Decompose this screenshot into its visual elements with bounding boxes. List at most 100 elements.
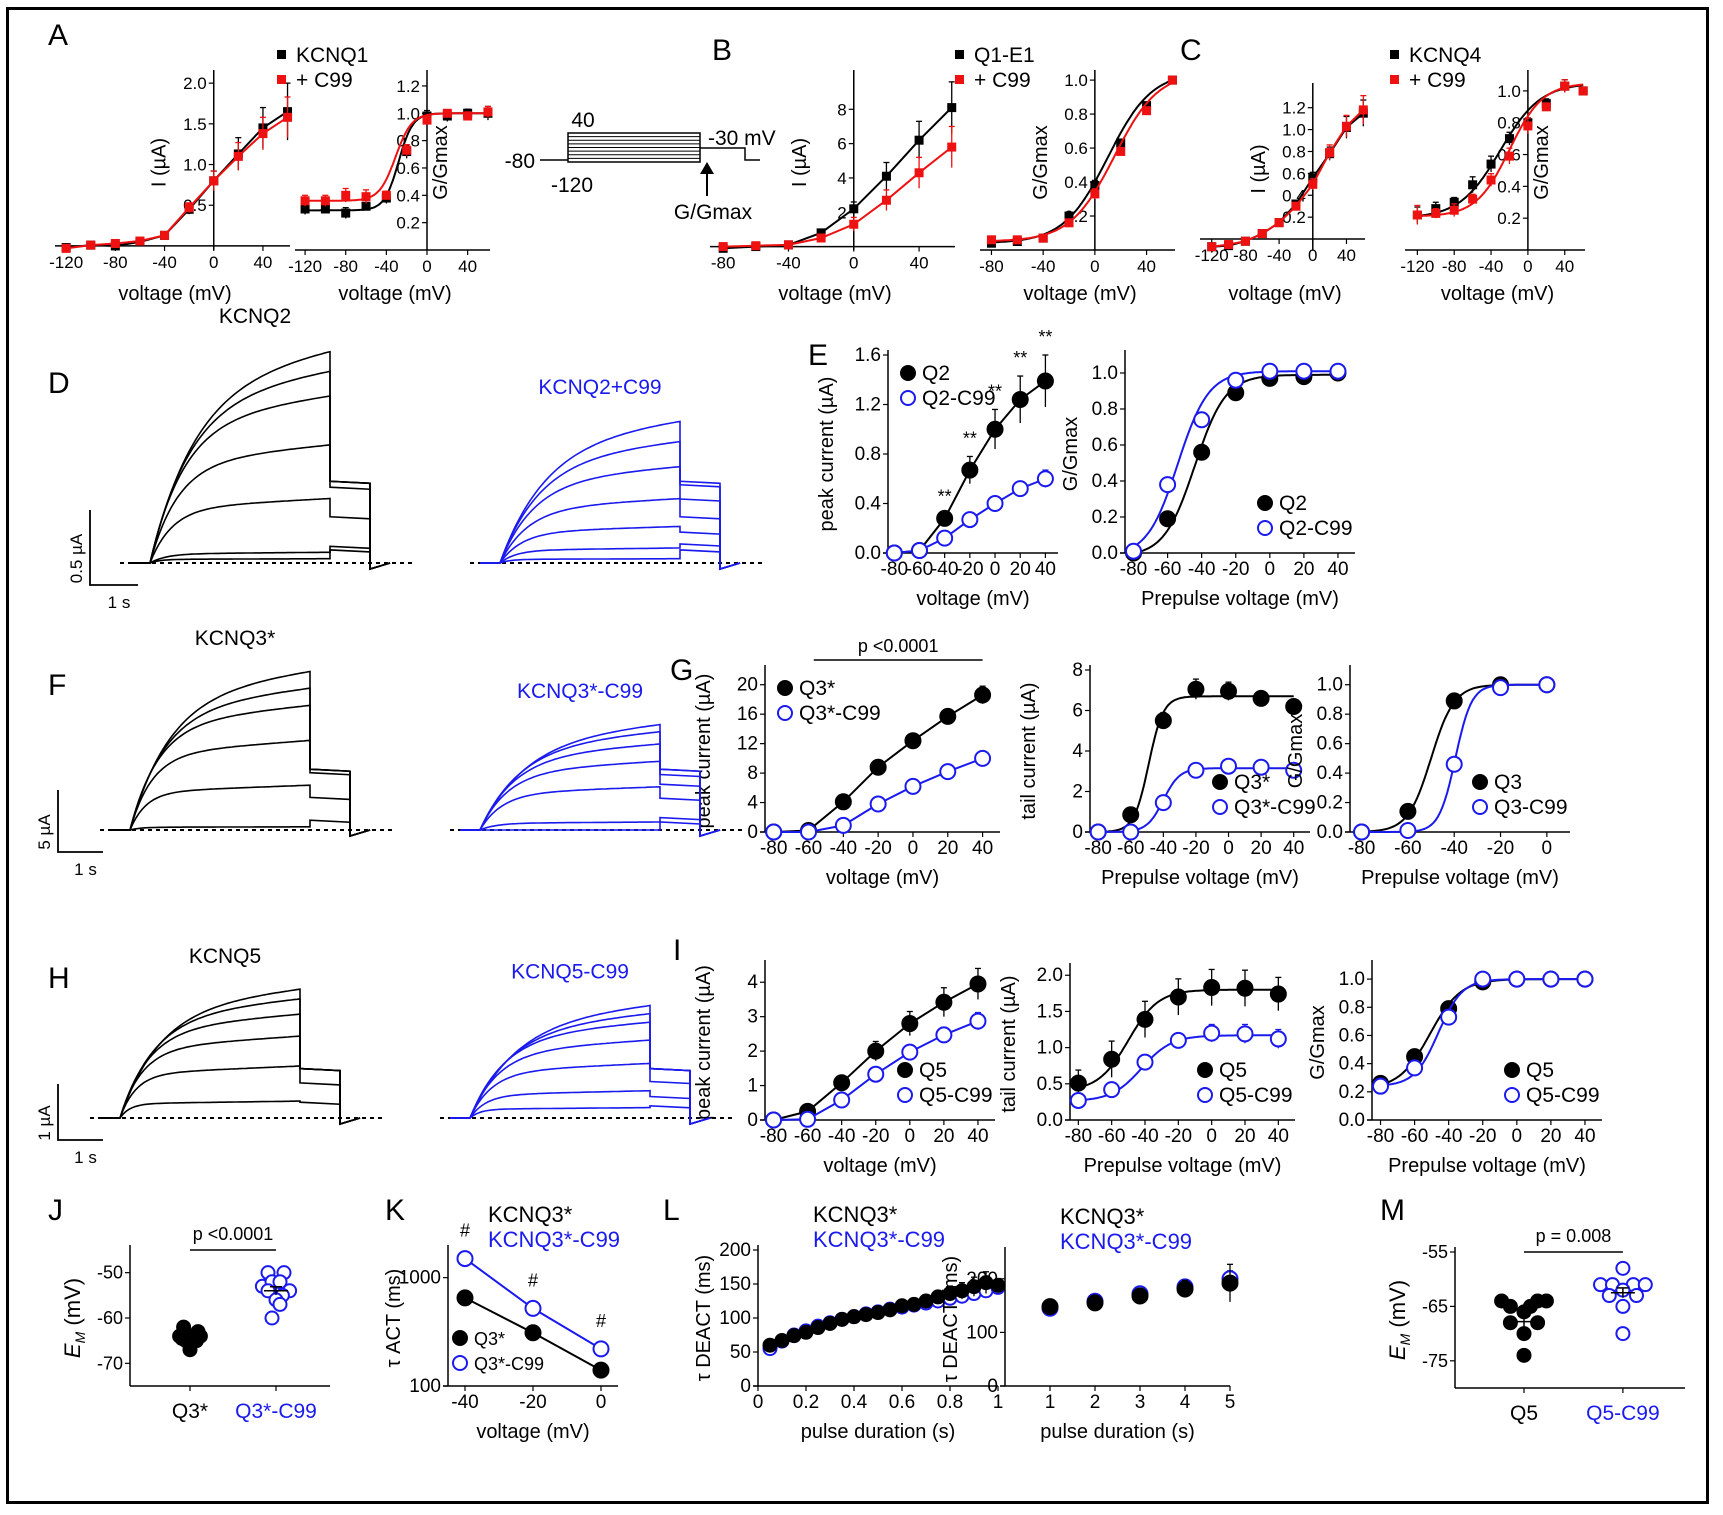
panel-label: C [1180,34,1202,67]
y-tick-label: 0.0 [855,543,881,564]
y-tick-label: 2.0 [183,74,207,93]
current-trace [130,444,391,571]
y-axis-label: peak current (µA) [693,674,715,829]
data-point [135,236,145,246]
data-point [846,1309,862,1325]
significance-mark: ** [963,428,977,448]
x-tick-label: 0 [905,1126,916,1147]
x-axis-label: Prepulse voltage (mV) [1141,588,1339,610]
data-point [1142,101,1152,111]
x-tick-label: -80 [760,1126,787,1147]
data-point [1154,712,1172,730]
x-tick-label: 20 [933,1126,954,1147]
data-point [1601,1288,1617,1304]
y-tick-label: 0.6 [1282,164,1306,183]
x-tick-label: -120 [1400,257,1434,276]
y-tick-label: 1.2 [396,77,420,96]
y-tick-label: 0.4 [855,494,882,515]
x-tick-label: -40 [374,257,399,276]
y-tick-label: 4 [1072,741,1083,762]
x-tick-label: -20 [519,1392,546,1413]
x-tick-label: -60 [1394,838,1421,859]
y-tick-label: 1.2 [855,395,881,416]
data-point [1399,802,1417,820]
chart-g3: -80 -60 -40 -20 0 0.0 0.2 0.4 0.6 0.8 1.0 Prepulse … [1285,665,1570,889]
x-tick-label: 0.8 [937,1392,963,1413]
series--c99 [61,96,293,253]
y-tick-label: 4 [747,972,758,993]
data-point [1516,1347,1532,1363]
legend-label: + C99 [296,69,353,92]
x-tick-label: 1 [993,1392,1004,1413]
y-tick-label: 8 [747,763,758,784]
x-axis-label: Prepulse voltage (mV) [1388,1155,1586,1177]
x-tick-label: 0 [1206,1126,1217,1147]
data-point [381,190,391,200]
x-tick-label: 40 [1268,1126,1289,1147]
data-point [1159,476,1177,494]
data-point [174,1330,190,1346]
data-point [910,542,928,560]
y-tick-label: 0.2 [1497,209,1521,228]
data-point [86,240,96,250]
data-point [1221,1274,1239,1292]
x-tick-label: -80 [1442,257,1467,276]
current-trace [480,497,741,571]
trace-label: KCNQ5-C99 [511,961,629,984]
series--c99 [1207,95,1368,252]
y-tick-label: 0.2 [1339,1082,1365,1103]
current-trace [110,670,371,838]
significance-mark: ** [1038,327,1052,347]
x-tick-label: -120 [288,257,322,276]
data-point [1012,235,1022,245]
legend: Q3*Q3*-C99 [777,677,881,725]
data-point [1341,121,1351,131]
data-point [1291,201,1301,211]
y-tick-label: 1.0 [1282,121,1306,140]
y-tick-label: 1 [747,1076,758,1097]
data-point [110,238,120,248]
data-point [1538,1293,1554,1309]
y-tick-label: -75 [1422,1351,1448,1371]
data-point [300,204,310,214]
data-point [361,192,371,202]
legend: Q3*Q3*-C99 [452,1329,544,1374]
group-q3-c99 [254,1265,298,1326]
panel-label: L [663,1194,680,1227]
current-trace [100,1065,361,1126]
series--c99 [300,105,493,207]
x-tick-label: -60 [1098,1126,1125,1147]
data-point [786,1328,802,1344]
y-tick-label: 1.0 [1064,71,1088,90]
trace-label: KCNQ2+C99 [538,376,661,399]
legend-label: Q3*-C99 [474,1354,544,1374]
x-tick-label: -20 [1165,1126,1192,1147]
series-q5-c99 [765,1011,987,1129]
x-axis-label: voltage (mV) [476,1421,589,1443]
x-tick-label: -80 [760,838,787,859]
data-point [341,208,351,218]
x-axis-label: voltage (mV) [338,283,451,305]
x-tick-label: 40 [1035,559,1056,580]
legend-marker [897,1087,913,1103]
x-tick-label: -40 [1479,257,1504,276]
data-point [1069,1091,1087,1109]
data-point [160,230,170,240]
data-point [1530,1315,1546,1331]
legend-label: KCNQ4 [1409,44,1482,67]
data-point [1504,134,1514,144]
data-point [718,242,728,252]
y-tick-label: 0.6 [396,159,420,178]
panel-label: M [1380,1194,1405,1227]
y-tick-label: 0.0 [1092,543,1118,564]
x-tick-label: -20 [864,838,891,859]
panel-label: I [673,934,681,967]
data-point [1523,121,1533,131]
legend-marker [452,1330,468,1346]
x-tick-label: 40 [972,838,993,859]
x-tick-label: -40 [776,254,801,273]
data-point [1449,205,1459,215]
series-q5 [1372,970,1594,1092]
legend-label: Q5-C99 [919,1084,993,1107]
current-traces-d: D KCNQ2 KCNQ2+C99 0.5 µA 1 s [48,305,765,612]
